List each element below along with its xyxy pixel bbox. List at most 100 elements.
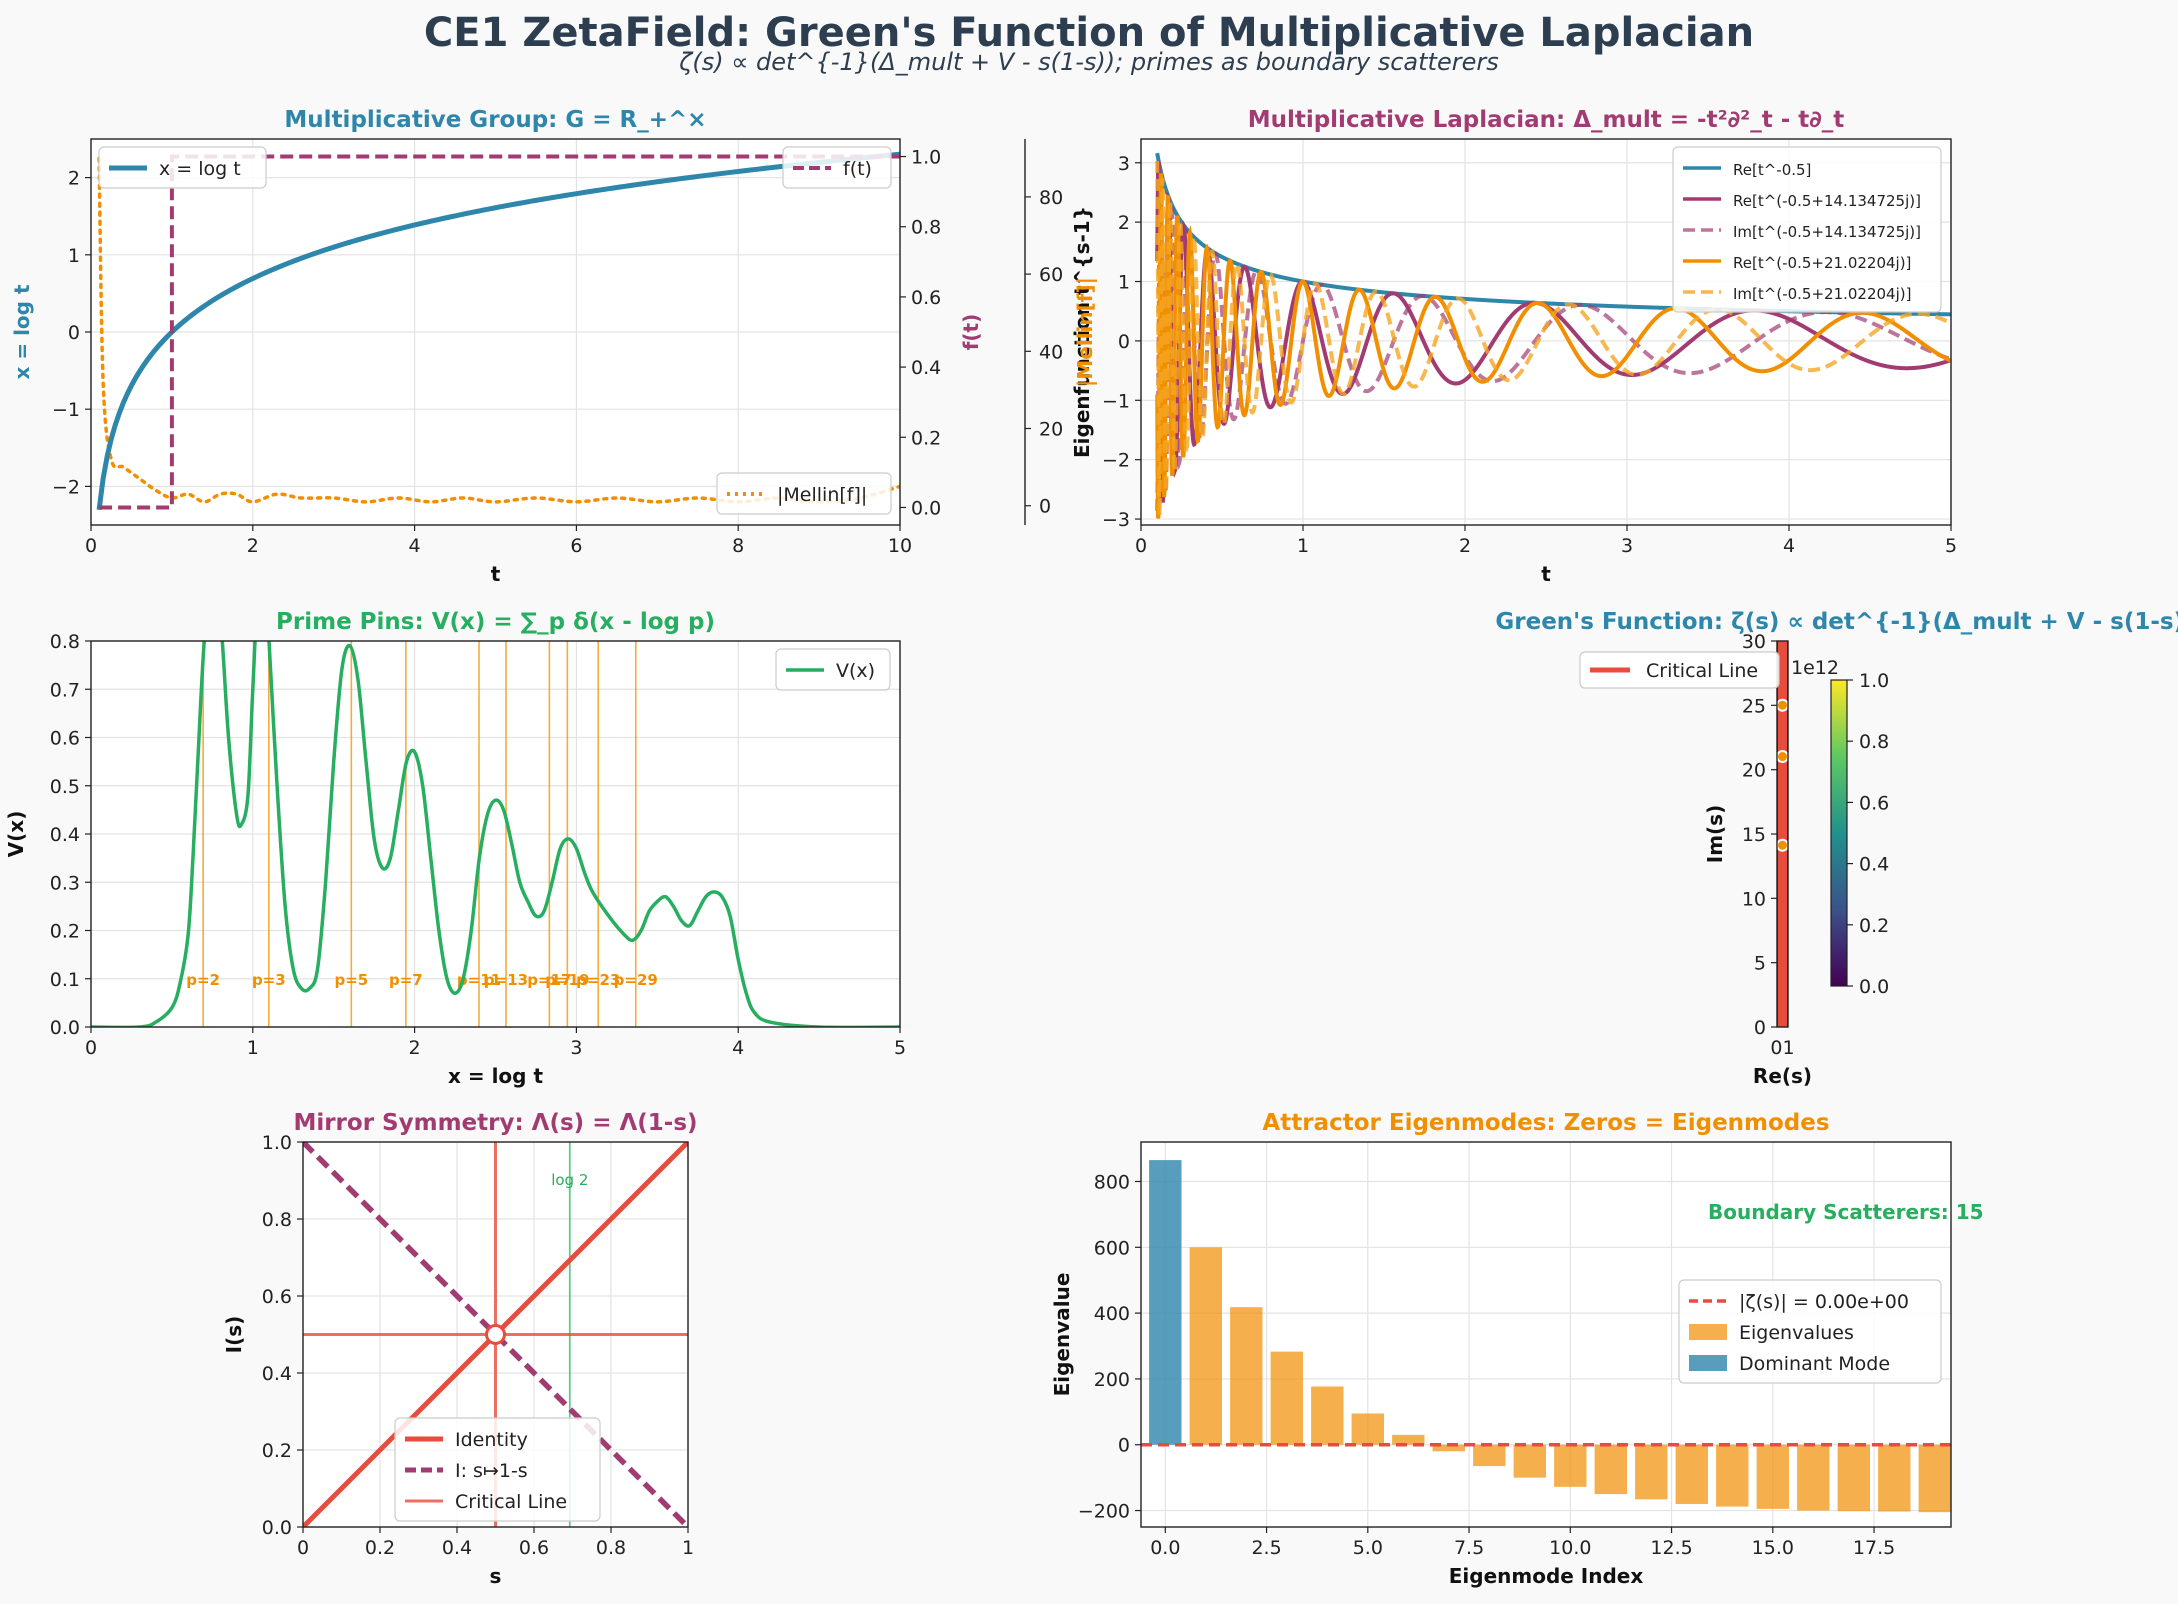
x-tick-label: 0 xyxy=(1135,535,1147,557)
x-tick-label: 0.2 xyxy=(365,1537,395,1559)
legend-label: |ζ(s)| = 0.00e+00 xyxy=(1739,1291,1909,1313)
panel-title: Multiplicative Laplacian: Δ_mult = -t²∂²… xyxy=(1248,107,1845,133)
prime-label: p=3 xyxy=(252,971,286,989)
y-tick-label: 0.8 xyxy=(50,631,80,653)
legend-swatch xyxy=(1689,1324,1727,1340)
colorbar-tick-label: 0.2 xyxy=(1859,915,1889,937)
legend-label: Critical Line xyxy=(455,1491,567,1513)
x-axis-label: x = log t xyxy=(448,1064,543,1088)
series-f-t xyxy=(99,154,900,510)
bar-eigenvalue xyxy=(1432,1444,1465,1452)
x-tick-label: 0.8 xyxy=(596,1537,626,1559)
x-tick-label: 4 xyxy=(409,535,421,557)
y-tick-label: 1 xyxy=(68,245,80,267)
x-tick-label: 0 xyxy=(85,1037,97,1059)
zeta-zero-marker xyxy=(1776,838,1789,852)
chart-mult-group: 0 2 4 6 8 10 −2 −1 0 1 2 t x = log t 0.0 0.2 0.4 0.6 0.8 1… xyxy=(10,107,983,586)
y-tick-label: 0.6 xyxy=(262,1286,292,1308)
x-axis-label: t xyxy=(1541,562,1551,586)
colorbar-scale-label: 1e12 xyxy=(1791,657,1839,679)
parasite-tick-label: 0 xyxy=(1039,496,1051,518)
prime-label: p=19 xyxy=(545,971,589,989)
y-tick-label: −1 xyxy=(1102,390,1130,412)
x-tick-label: 4 xyxy=(1783,535,1795,557)
bar-eigenvalue xyxy=(1351,1413,1384,1445)
parasite-tick-label: 60 xyxy=(1039,264,1063,286)
y-tick-label: 0.8 xyxy=(262,1209,292,1231)
legend-label: Critical Line xyxy=(1646,660,1758,682)
y-tick-label: 400 xyxy=(1094,1303,1130,1325)
parasite-axis-label: |Mellin[f]| xyxy=(1073,277,1097,387)
x-tick-label: 15.0 xyxy=(1752,1537,1794,1559)
legend-frame xyxy=(782,146,892,189)
bar-eigenvalue xyxy=(1230,1307,1263,1445)
fixed-point-marker xyxy=(485,1324,506,1345)
x-tick-label: 10.0 xyxy=(1549,1537,1591,1559)
bar-eigenvalue xyxy=(1918,1444,1951,1513)
legend-frame xyxy=(1678,1279,1942,1384)
y-tick-label: 1.0 xyxy=(262,1132,292,1154)
x-axis-label: s xyxy=(490,1564,502,1588)
legend-label: Im[t^(-0.5+14.134725j)] xyxy=(1733,223,1921,241)
y-tick-label: 200 xyxy=(1094,1369,1130,1391)
bar-eigenvalue xyxy=(1635,1444,1668,1500)
x-tick-label: 1 xyxy=(247,1037,259,1059)
y-tick-label: 30 xyxy=(1742,631,1766,653)
x-tick-label: 4 xyxy=(732,1037,744,1059)
parasite-tick-label: 20 xyxy=(1039,419,1063,441)
y-axis-label: Im(s) xyxy=(1703,805,1727,863)
x-tick-label: 5.0 xyxy=(1353,1537,1383,1559)
legend-label: f(t) xyxy=(843,158,872,180)
y-right-tick-label: 0.0 xyxy=(911,497,941,519)
legend-frame xyxy=(1579,651,1780,689)
y-tick-label: −2 xyxy=(52,476,80,498)
x-axis-label: Eigenmode Index xyxy=(1449,1564,1644,1588)
bar-eigenvalue xyxy=(1756,1444,1789,1509)
bar-eigenvalue xyxy=(1392,1434,1425,1445)
panel-title: Mirror Symmetry: Λ(s) = Λ(1-s) xyxy=(293,1110,697,1136)
y-tick-label: 0.5 xyxy=(50,776,80,798)
y-tick-label: 0.7 xyxy=(50,679,80,701)
series-eigenfunction xyxy=(1155,160,1951,516)
y-right-tick-label: 0.4 xyxy=(911,357,941,379)
y-tick-label: 2 xyxy=(68,168,80,190)
prime-label: p=29 xyxy=(614,971,658,989)
y-tick-label: 2 xyxy=(1118,212,1130,234)
y-right-tick-label: 0.6 xyxy=(911,287,941,309)
y-tick-label: 0.2 xyxy=(50,921,80,943)
x-tick-label: 1 xyxy=(682,1537,694,1559)
prime-label: p=23 xyxy=(576,971,620,989)
y-right-tick-label: 0.8 xyxy=(911,217,941,239)
x-axis-label: t xyxy=(491,562,501,586)
y-tick-label: 0 xyxy=(1118,1435,1130,1457)
x-axis-label: Re(s) xyxy=(1753,1064,1812,1088)
bar-dominant-mode xyxy=(1149,1160,1182,1445)
legend-label: x = log t xyxy=(159,158,241,180)
x-tick-label: 6 xyxy=(570,535,582,557)
x-tick-label: 0 xyxy=(297,1537,309,1559)
x-tick-label: 3 xyxy=(1621,535,1633,557)
bar-eigenvalue xyxy=(1473,1444,1506,1467)
colorbar xyxy=(1830,679,1848,987)
y-tick-label: 0.2 xyxy=(262,1440,292,1462)
x-tick-label: 8 xyxy=(732,535,744,557)
bar-eigenvalue xyxy=(1594,1444,1627,1495)
colorbar-tick-label: 0.4 xyxy=(1859,854,1889,876)
legend-frame xyxy=(394,1417,601,1522)
y-tick-label: 800 xyxy=(1094,1171,1130,1193)
y-tick-label: 1 xyxy=(1118,272,1130,294)
chart-mult-laplacian: 0 1 2 3 4 5 −3 −2 −1 0 1 2 3 t Eigenfunction t^{s-1} 0 2… xyxy=(1024,107,1957,586)
parasite-tick-label: 80 xyxy=(1039,187,1063,209)
legend-label: Re[t^(-0.5+14.134725j)] xyxy=(1733,192,1921,210)
bar-eigenvalue xyxy=(1797,1444,1830,1511)
legend-label: I: s↦1-s xyxy=(455,1460,528,1482)
y-tick-label: 0.0 xyxy=(50,1017,80,1039)
x-tick-label: 3 xyxy=(570,1037,582,1059)
y-tick-label: 15 xyxy=(1742,824,1766,846)
x-tick-label: 0.0 xyxy=(1150,1537,1180,1559)
x-tick-label: 17.5 xyxy=(1853,1537,1895,1559)
x-tick-label: 01 xyxy=(1770,1037,1794,1059)
x-tick-label: 0.6 xyxy=(519,1537,549,1559)
colorbar-tick-label: 0.8 xyxy=(1859,731,1889,753)
